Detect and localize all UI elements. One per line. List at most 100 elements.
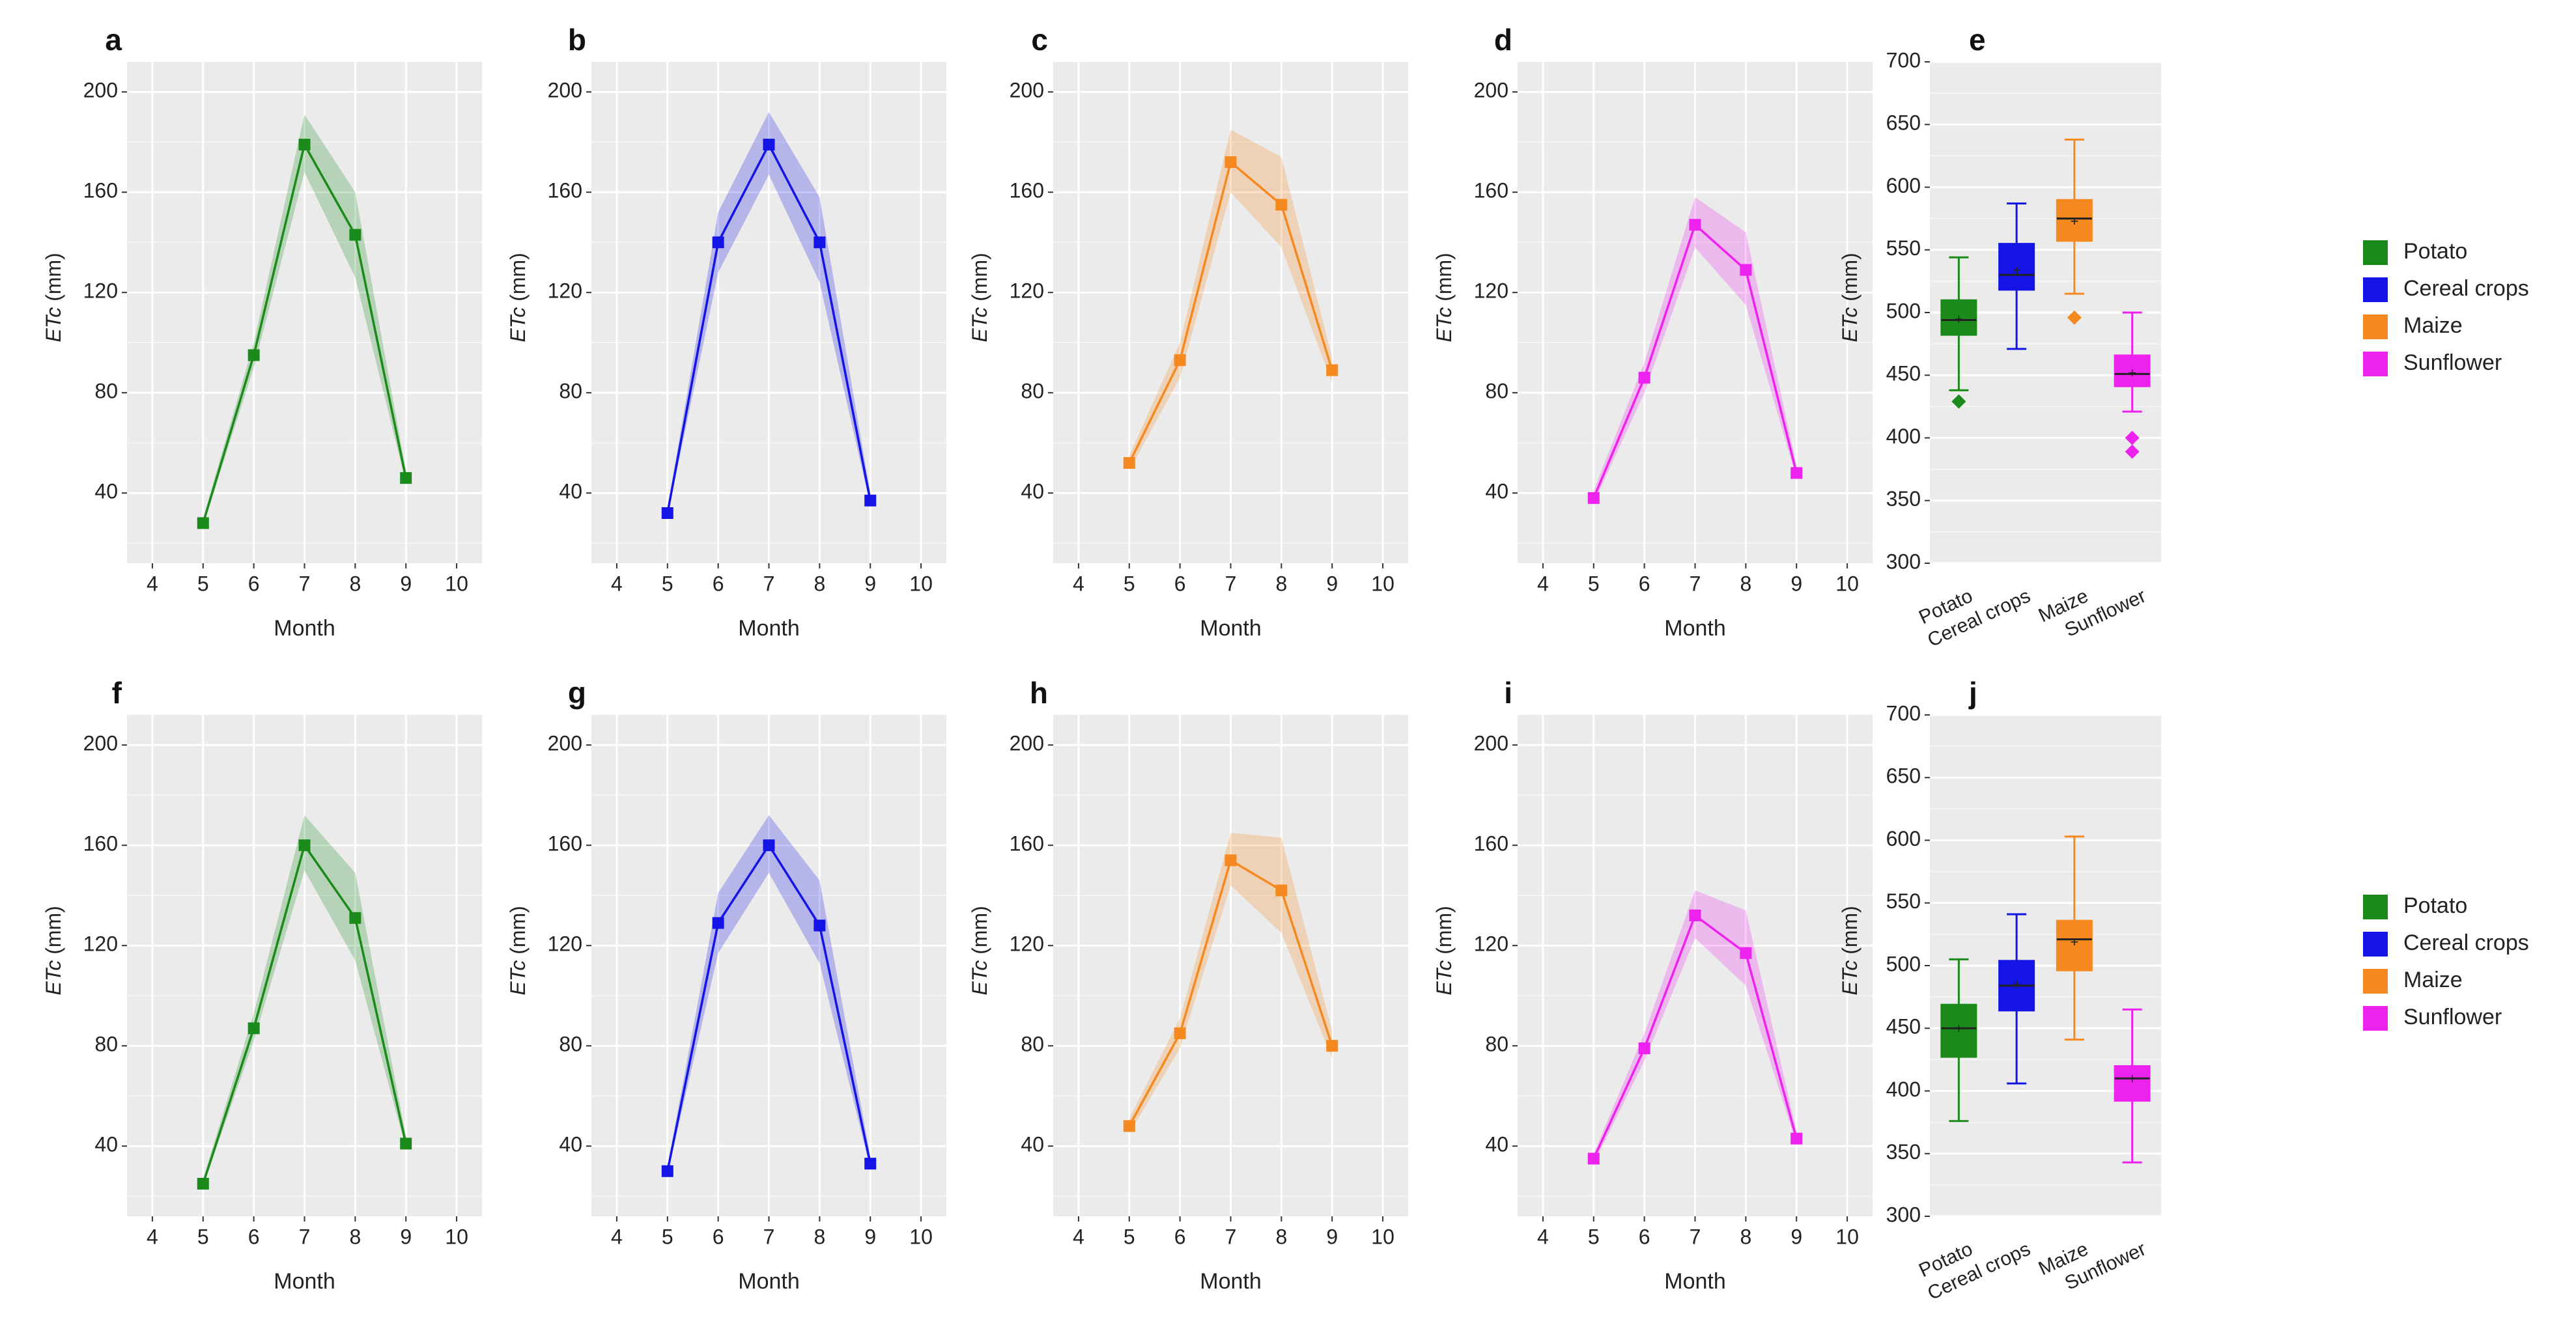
data-point-month-8 (349, 912, 361, 924)
x-tick-label: 4 (1073, 572, 1084, 595)
y-tick-label: 40 (94, 1133, 118, 1156)
y-tick-label: 600 (1886, 827, 1921, 850)
x-tick-label: 8 (814, 572, 825, 595)
legend-label: Maize (2403, 313, 2463, 338)
x-axis-label: Month (274, 616, 335, 641)
data-point-month-6 (1638, 1042, 1650, 1055)
data-point-month-8 (1275, 199, 1288, 211)
data-point-month-5 (197, 1177, 209, 1190)
box-iqr (2114, 1065, 2151, 1102)
legend-item-maize: Maize (2363, 313, 2463, 339)
uncertainty-band (1129, 832, 1333, 1134)
data-point-month-9 (1790, 467, 1803, 479)
y-tick-label: 350 (1886, 487, 1921, 510)
panel-letter-g: g (568, 676, 586, 710)
box-potato: + (1940, 958, 1977, 1123)
x-axis-label: Month (274, 1269, 335, 1294)
data-point-month-7 (298, 839, 311, 852)
data-point-month-9 (1326, 1040, 1338, 1052)
x-tick-label: 4 (611, 572, 623, 595)
y-tick-label: 120 (548, 932, 582, 956)
box-iqr (2114, 354, 2151, 387)
y-tick-label: 80 (559, 380, 582, 403)
outlier-point (2067, 310, 2082, 325)
outlier-point (2125, 430, 2140, 445)
data-point-month-6 (248, 349, 260, 361)
legend-label: Potato (2403, 239, 2467, 264)
legend-label: Cereal crops (2403, 930, 2529, 955)
y-tick-label: 200 (83, 79, 118, 102)
data-point-month-6 (1174, 354, 1186, 367)
y-tick-label: 120 (1010, 932, 1044, 956)
data-point-month-6 (248, 1022, 260, 1035)
x-tick-label: 5 (1588, 572, 1600, 595)
y-tick-label: 450 (1886, 362, 1921, 385)
mean-marker: + (2013, 977, 2021, 993)
data-point-month-9 (400, 472, 412, 484)
x-tick-label: 6 (1639, 572, 1650, 595)
x-tick-label: 7 (763, 1225, 775, 1248)
x-tick-label: 4 (147, 572, 158, 595)
y-tick-label: 80 (94, 1033, 118, 1056)
y-tick-label: 400 (1886, 425, 1921, 448)
legend-swatch-potato (2363, 895, 2388, 919)
x-tick-label: 10 (909, 1225, 933, 1248)
y-tick-label: 120 (83, 932, 118, 956)
legend-item-cereal: Cereal crops (2363, 276, 2529, 302)
x-tick-label: 6 (248, 1225, 260, 1248)
x-tick-label: 5 (1588, 1225, 1600, 1248)
x-tick-label: 7 (299, 1225, 311, 1248)
y-axis-label: ETc (mm) (968, 906, 991, 995)
data-point-month-5 (1123, 457, 1135, 469)
x-axis-label: Month (1200, 616, 1262, 641)
x-tick-label: 6 (1174, 572, 1186, 595)
y-tick-label: 200 (1010, 732, 1044, 755)
box-iqr (1940, 299, 1977, 336)
panel-g: 40 80 120 160 200 4 5 6 7 8 9 10 Month ETc (mm) g (506, 676, 946, 1294)
x-tick-label: 4 (1537, 1225, 1549, 1248)
data-point-month-5 (1587, 1152, 1600, 1165)
x-tick-label: 8 (349, 572, 361, 595)
uncertainty-band (667, 112, 871, 516)
y-tick-label: 160 (83, 832, 118, 856)
legend-swatch-sunflower (2363, 352, 2388, 376)
uncertainty-band (667, 815, 871, 1174)
x-tick-label: 9 (1790, 1225, 1802, 1248)
data-point-month-8 (814, 236, 826, 249)
y-tick-label: 350 (1886, 1140, 1921, 1164)
y-tick-label: 160 (1010, 832, 1044, 856)
data-point-month-9 (1326, 364, 1338, 376)
y-tick-label: 300 (1886, 1203, 1921, 1226)
y-tick-label: 160 (83, 179, 118, 202)
data-point-month-7 (1224, 854, 1237, 867)
data-point-month-7 (1689, 910, 1701, 921)
y-tick-label: 120 (548, 279, 582, 303)
data-point-month-5 (661, 1165, 673, 1177)
y-tick-label: 160 (1474, 179, 1508, 202)
mean-marker: + (2013, 262, 2021, 278)
y-tick-label: 600 (1886, 174, 1921, 197)
data-point-month-5 (1123, 1120, 1135, 1132)
y-tick-label: 450 (1886, 1015, 1921, 1039)
y-tick-label: 700 (1886, 701, 1921, 725)
y-tick-label: 80 (559, 1033, 582, 1056)
panel-letter-a: a (105, 23, 122, 57)
legend-swatch-sunflower (2363, 1006, 2388, 1031)
y-tick-label: 200 (548, 732, 582, 755)
data-point-month-5 (1587, 492, 1600, 504)
uncertainty-band (203, 114, 406, 526)
panel-letter-f: f (112, 676, 122, 710)
panel-letter-c: c (1031, 23, 1048, 57)
x-tick-label: 8 (1275, 1225, 1287, 1248)
x-tick-label: 7 (1690, 1225, 1701, 1248)
data-point-month-6 (712, 236, 724, 249)
y-axis-label: ETc (mm) (1838, 253, 1861, 342)
panel-c: 40 80 120 160 200 4 5 6 7 8 9 10 Month ETc (mm) c (968, 23, 1408, 641)
x-axis-label: Month (1664, 1269, 1726, 1294)
y-tick-label: 80 (1485, 1033, 1508, 1056)
data-point-month-6 (712, 917, 724, 929)
y-axis-label: ETc (mm) (1432, 253, 1456, 342)
legend-label: Maize (2403, 968, 2463, 992)
legend-bottom: Potato Cereal crops Maize Sunflower (2363, 893, 2529, 1031)
